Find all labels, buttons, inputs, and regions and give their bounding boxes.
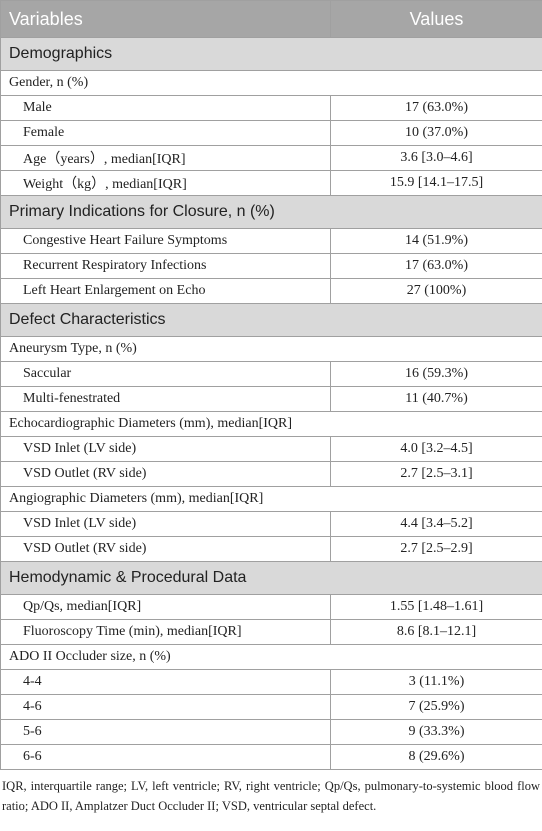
item-value: 9 (33.3%): [330, 719, 542, 745]
footnote: IQR, interquartile range; LV, left ventr…: [2, 779, 540, 813]
group-row: Aneurysm Type, n (%): [0, 336, 542, 362]
item-row: VSD Outlet (RV side) 2.7 [2.5–3.1]: [0, 461, 542, 487]
item-value: 11 (40.7%): [330, 386, 542, 412]
item-label: Left Heart Enlargement on Echo: [0, 278, 331, 304]
item-value: 15.9 [14.1–17.5]: [330, 170, 542, 196]
item-value: 2.7 [2.5–2.9]: [330, 536, 542, 562]
item-value: 3 (11.1%): [330, 669, 542, 695]
item-label: Recurrent Respiratory Infections: [0, 253, 331, 279]
item-row: VSD Outlet (RV side) 2.7 [2.5–2.9]: [0, 536, 542, 562]
item-value: 7 (25.9%): [330, 694, 542, 720]
group-label: Echocardiographic Diameters (mm), median…: [0, 411, 542, 437]
item-value: 10 (37.0%): [330, 120, 542, 146]
section-title: Defect Characteristics: [0, 303, 542, 337]
item-label: Qp/Qs, median[IQR]: [0, 594, 331, 620]
item-row: Fluoroscopy Time (min), median[IQR] 8.6 […: [0, 619, 542, 645]
item-label: 4-6: [0, 694, 331, 720]
item-row: 5-6 9 (33.3%): [0, 719, 542, 745]
group-label: ADO II Occluder size, n (%): [0, 644, 542, 670]
item-label: 4-4: [0, 669, 331, 695]
item-label: VSD Outlet (RV side): [0, 536, 331, 562]
group-row: ADO II Occluder size, n (%): [0, 644, 542, 670]
section-row: Primary Indications for Closure, n (%): [0, 195, 542, 229]
item-label: Saccular: [0, 361, 331, 387]
item-label: VSD Outlet (RV side): [0, 461, 331, 487]
item-row: 4-6 7 (25.9%): [0, 694, 542, 720]
section-row: Hemodynamic & Procedural Data: [0, 561, 542, 595]
item-row: Weight（kg）, median[IQR] 15.9 [14.1–17.5]: [0, 170, 542, 196]
item-label: 6-6: [0, 744, 331, 770]
item-row: Left Heart Enlargement on Echo 27 (100%): [0, 278, 542, 304]
item-value: 2.7 [2.5–3.1]: [330, 461, 542, 487]
item-value: 8.6 [8.1–12.1]: [330, 619, 542, 645]
header-cell: Variables: [0, 0, 331, 38]
section-row: Demographics: [0, 37, 542, 71]
item-value: 1.55 [1.48–1.61]: [330, 594, 542, 620]
item-value: 16 (59.3%): [330, 361, 542, 387]
item-label: Male: [0, 95, 331, 121]
item-value: 17 (63.0%): [330, 95, 542, 121]
header-row: Variables Values: [0, 0, 542, 38]
section-title: Primary Indications for Closure, n (%): [0, 195, 542, 229]
item-row: Recurrent Respiratory Infections 17 (63.0…: [0, 253, 542, 279]
item-value: 8 (29.6%): [330, 744, 542, 770]
item-label: Fluoroscopy Time (min), median[IQR]: [0, 619, 331, 645]
item-row: Saccular 16 (59.3%): [0, 361, 542, 387]
item-label: Age（years）, median[IQR]: [0, 145, 331, 171]
item-row: Female 10 (37.0%): [0, 120, 542, 146]
item-row: Congestive Heart Failure Symptoms 14 (51.…: [0, 228, 542, 254]
item-label: Multi-fenestrated: [0, 386, 331, 412]
item-value: 27 (100%): [330, 278, 542, 304]
item-row: 4-4 3 (11.1%): [0, 669, 542, 695]
item-value: 4.0 [3.2–4.5]: [330, 436, 542, 462]
item-label: VSD Inlet (LV side): [0, 436, 331, 462]
item-row: VSD Inlet (LV side) 4.0 [3.2–4.5]: [0, 436, 542, 462]
item-label: Congestive Heart Failure Symptoms: [0, 228, 331, 254]
item-label: Female: [0, 120, 331, 146]
header-cell: Values: [330, 0, 542, 38]
section-title: Demographics: [0, 37, 542, 71]
item-row: VSD Inlet (LV side) 4.4 [3.4–5.2]: [0, 511, 542, 537]
group-row: Gender, n (%): [0, 70, 542, 96]
section-title: Hemodynamic & Procedural Data: [0, 561, 542, 595]
data-table: Variables Values Demographics Gender, n (…: [0, 0, 542, 770]
item-row: Multi-fenestrated 11 (40.7%): [0, 386, 542, 412]
item-value: 4.4 [3.4–5.2]: [330, 511, 542, 537]
group-label: Aneurysm Type, n (%): [0, 336, 542, 362]
group-row: Echocardiographic Diameters (mm), median…: [0, 411, 542, 437]
item-row: Qp/Qs, median[IQR] 1.55 [1.48–1.61]: [0, 594, 542, 620]
item-label: Weight（kg）, median[IQR]: [0, 170, 331, 196]
item-label: 5-6: [0, 719, 331, 745]
item-row: 6-6 8 (29.6%): [0, 744, 542, 770]
table-body: Variables Values Demographics Gender, n (…: [0, 0, 542, 770]
item-row: Male 17 (63.0%): [0, 95, 542, 121]
group-label: Gender, n (%): [0, 70, 542, 96]
group-row: Angiographic Diameters (mm), median[IQR]: [0, 486, 542, 512]
item-row: Age（years）, median[IQR] 3.6 [3.0–4.6]: [0, 145, 542, 171]
item-value: 17 (63.0%): [330, 253, 542, 279]
item-label: VSD Inlet (LV side): [0, 511, 331, 537]
item-value: 14 (51.9%): [330, 228, 542, 254]
section-row: Defect Characteristics: [0, 303, 542, 337]
item-value: 3.6 [3.0–4.6]: [330, 145, 542, 171]
group-label: Angiographic Diameters (mm), median[IQR]: [0, 486, 542, 512]
